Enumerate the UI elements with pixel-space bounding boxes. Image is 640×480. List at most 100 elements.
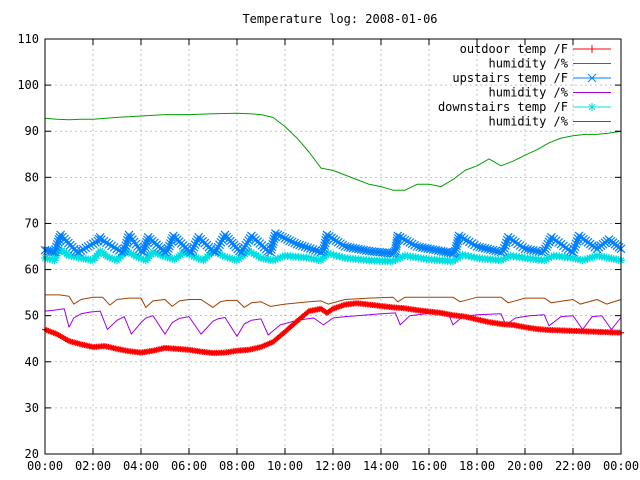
- data-point: [452, 241, 462, 251]
- data-point: [163, 244, 173, 253]
- data-point: [488, 245, 498, 255]
- y-tick-label: 20: [25, 447, 39, 461]
- data-point: [472, 242, 482, 251]
- data-point: [402, 236, 412, 246]
- data-point: [268, 239, 278, 249]
- data-point: [464, 237, 474, 247]
- data-point: [452, 239, 462, 248]
- axes: 20 30 40 50 60 70 80 90 100 110 00:00 02:00 04:00 06:…: [17, 32, 639, 473]
- data-point: [55, 232, 65, 242]
- data-point: [542, 242, 552, 251]
- data-point: [273, 230, 283, 240]
- data-point: [311, 245, 321, 255]
- y-tick-label: 60: [25, 263, 39, 277]
- data-point: [459, 234, 469, 244]
- data-point: [266, 244, 276, 254]
- data-point: [415, 242, 425, 252]
- data-point: [407, 239, 417, 249]
- data-point: [436, 246, 446, 256]
- data-point: [423, 244, 433, 253]
- data-point: [167, 234, 177, 243]
- data-point: [498, 246, 508, 256]
- data-point: [441, 247, 451, 257]
- data-point: [405, 238, 415, 247]
- chart-title: Temperature log: 2008-01-06: [242, 12, 437, 26]
- data-point: [138, 247, 148, 257]
- data-point: [428, 245, 438, 254]
- data-point: [241, 240, 251, 250]
- data-point: [544, 237, 554, 247]
- y-tick-label: 30: [25, 401, 39, 415]
- data-point: [122, 238, 132, 248]
- data-point: [420, 243, 430, 253]
- data-point: [454, 231, 464, 241]
- data-point: [457, 232, 466, 242]
- data-point: [140, 242, 150, 252]
- y-tick-label: 40: [25, 355, 39, 369]
- data-point: [123, 233, 133, 243]
- data-point: [141, 240, 151, 250]
- data-point: [51, 242, 61, 252]
- x-tick-label: 16:00: [411, 459, 447, 473]
- data-point: [417, 243, 427, 252]
- data-point: [107, 241, 117, 251]
- data-point: [318, 246, 328, 256]
- data-point: [568, 247, 578, 257]
- series-1: [44, 112, 622, 191]
- data-point: [192, 235, 202, 245]
- data-point: [359, 245, 369, 255]
- series-3: [44, 308, 622, 337]
- series-5: [45, 294, 622, 308]
- data-point: [267, 242, 277, 252]
- data-point: [297, 241, 307, 251]
- data-point: [303, 243, 313, 253]
- data-point: [338, 254, 346, 261]
- data-point: [210, 247, 220, 257]
- data-point: [462, 236, 472, 245]
- series-layer: [40, 112, 626, 357]
- data-point: [104, 239, 114, 249]
- data-point: [340, 242, 350, 251]
- data-point: [119, 246, 129, 256]
- data-point: [393, 231, 403, 241]
- x-tick-label: 14:00: [363, 459, 399, 473]
- data-point: [238, 245, 248, 255]
- data-point: [275, 231, 285, 241]
- x-tick-label: 12:00: [315, 459, 351, 473]
- data-point: [76, 246, 86, 256]
- data-point: [480, 243, 490, 253]
- x-tick-label: 00:00: [603, 459, 639, 473]
- data-point: [50, 247, 60, 257]
- data-point: [52, 240, 62, 249]
- data-point: [398, 234, 408, 243]
- data-point: [280, 233, 290, 243]
- data-point: [99, 236, 109, 246]
- data-point: [300, 242, 310, 252]
- y-tick-label: 50: [25, 309, 39, 323]
- legend-label: upstairs temp /F: [452, 71, 568, 85]
- data-point: [162, 246, 172, 256]
- data-point: [51, 245, 60, 254]
- data-point: [81, 243, 91, 253]
- data-point: [102, 238, 111, 248]
- data-point: [245, 233, 255, 243]
- x-tick-label: 22:00: [555, 459, 591, 473]
- data-point: [468, 253, 475, 260]
- series-4: [41, 244, 625, 266]
- data-point: [353, 244, 363, 254]
- data-point: [292, 239, 302, 249]
- data-point: [324, 250, 332, 257]
- data-point: [244, 236, 254, 245]
- data-point: [186, 247, 196, 257]
- x-tick-label: 00:00: [27, 459, 63, 473]
- data-point: [86, 240, 96, 250]
- series-line: [44, 308, 622, 337]
- data-point: [278, 232, 288, 242]
- data-point: [336, 253, 343, 260]
- plot-border: [44, 38, 622, 455]
- data-point: [188, 245, 198, 254]
- data-point: [425, 244, 435, 254]
- data-point: [333, 252, 340, 259]
- legend-label: humidity /%: [489, 86, 569, 100]
